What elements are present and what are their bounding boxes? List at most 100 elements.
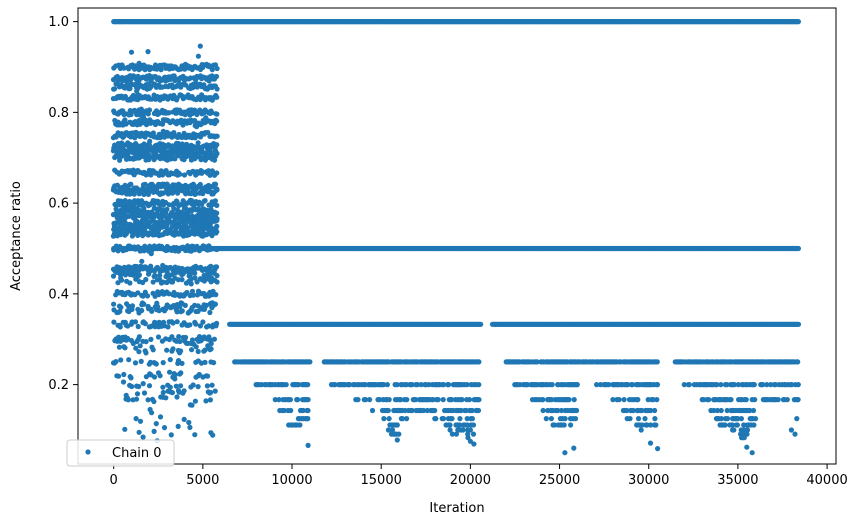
data-point [210, 432, 216, 438]
data-point [724, 407, 730, 414]
data-point [178, 348, 184, 354]
data-point [128, 181, 134, 187]
data-point [743, 397, 749, 403]
data-point [132, 360, 139, 366]
data-point [205, 373, 211, 379]
data-point [540, 407, 546, 414]
data-point [203, 398, 209, 404]
data-point [446, 382, 452, 388]
data-point [574, 382, 580, 388]
data-point [112, 86, 118, 92]
data-point [116, 373, 122, 379]
data-point [555, 407, 561, 414]
data-point [212, 301, 218, 307]
data-point [549, 382, 555, 388]
data-point [476, 382, 482, 388]
data-point [188, 281, 194, 287]
data-point [194, 279, 200, 285]
data-point [122, 117, 128, 123]
data-point [476, 359, 482, 365]
data-point [149, 308, 155, 314]
data-point [478, 321, 484, 327]
data-point [127, 280, 133, 286]
data-point [166, 110, 172, 116]
data-point [214, 187, 220, 193]
data-point [152, 219, 158, 225]
data-point [136, 60, 142, 66]
data-point [179, 277, 185, 283]
data-point [440, 416, 447, 422]
data-point [135, 323, 141, 330]
data-point [731, 427, 737, 433]
data-point [174, 394, 180, 400]
data-point [160, 360, 166, 366]
data-point [724, 416, 731, 422]
data-point [184, 232, 190, 238]
data-point [207, 397, 213, 403]
data-point [136, 383, 142, 390]
data-point [143, 276, 149, 283]
data-point [714, 382, 720, 388]
data-point [214, 86, 220, 92]
data-point [775, 397, 781, 403]
data-point [147, 269, 153, 275]
data-point [534, 359, 540, 365]
data-point [635, 397, 641, 403]
data-point [211, 336, 217, 342]
data-point [120, 142, 126, 148]
data-point [193, 321, 199, 327]
data-point [133, 416, 139, 422]
data-point [305, 442, 311, 448]
data-point [686, 382, 692, 388]
data-point [170, 346, 176, 352]
data-point [714, 407, 721, 414]
data-point [177, 153, 183, 159]
data-point [149, 410, 155, 416]
data-point [449, 431, 455, 437]
data-point [638, 427, 644, 433]
data-point [160, 128, 166, 134]
data-point [447, 422, 453, 428]
data-point [129, 383, 135, 390]
data-point [562, 416, 568, 422]
data-point [214, 279, 220, 285]
data-point [129, 233, 135, 239]
data-point [174, 309, 180, 315]
data-point [136, 429, 142, 435]
data-point [654, 382, 661, 388]
data-point [212, 181, 219, 187]
data-point [120, 379, 127, 385]
data-point [794, 416, 800, 422]
data-point [457, 416, 463, 422]
data-point [287, 397, 293, 403]
data-point [369, 407, 376, 414]
data-point [650, 397, 656, 403]
data-point [654, 359, 660, 365]
data-point [189, 304, 195, 311]
data-point [148, 251, 154, 257]
data-point [168, 432, 174, 438]
data-point [187, 424, 193, 430]
data-point [752, 397, 758, 403]
data-point [214, 118, 220, 124]
data-point [421, 407, 427, 414]
data-point [158, 67, 164, 73]
data-point [788, 427, 795, 433]
data-point [300, 407, 306, 414]
data-point [764, 382, 770, 388]
data-point [297, 422, 303, 428]
data-point [181, 269, 187, 275]
data-point [772, 382, 779, 388]
data-point [648, 407, 654, 414]
data-point [729, 422, 736, 428]
data-point [135, 244, 141, 250]
data-point [195, 308, 201, 314]
data-point [174, 319, 180, 325]
data-point [155, 334, 162, 340]
data-point [566, 397, 572, 403]
data-point [741, 422, 747, 428]
data-point [190, 187, 197, 193]
data-point [132, 319, 139, 325]
data-point [467, 438, 473, 444]
data-point [214, 111, 220, 117]
